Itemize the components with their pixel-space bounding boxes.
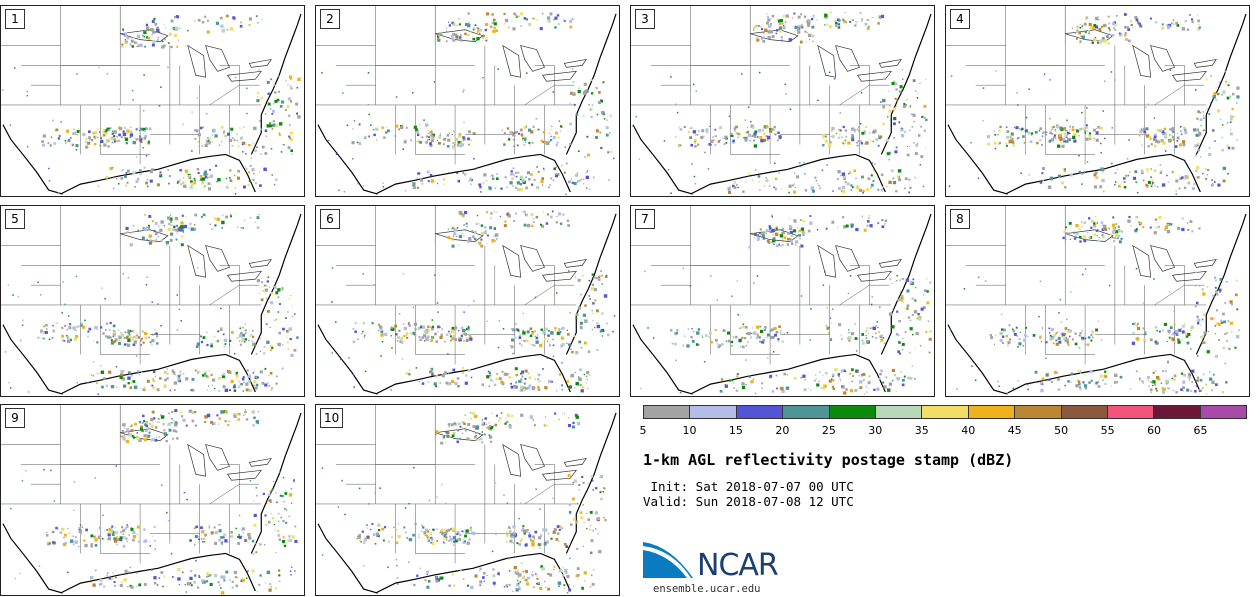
stamp-member-number: 8 bbox=[950, 209, 970, 229]
colorbar-tick-label: 15 bbox=[728, 424, 743, 437]
reflectivity-map bbox=[946, 206, 1247, 395]
colorbar-tick-label: 45 bbox=[1007, 424, 1022, 437]
stamp-member-number: 7 bbox=[635, 209, 655, 229]
colorbar-tick-label: 10 bbox=[682, 424, 697, 437]
stamp-member-number: 3 bbox=[635, 9, 655, 29]
reflectivity-colorbar bbox=[643, 405, 1247, 419]
stamp-member-number: 5 bbox=[5, 209, 25, 229]
colorbar-tick-label: 40 bbox=[961, 424, 976, 437]
colorbar-segment bbox=[1200, 406, 1247, 418]
reflectivity-map bbox=[316, 405, 617, 594]
colorbar-tick-label: 5 bbox=[639, 424, 647, 437]
postage-stamp-member-10[interactable]: 10 bbox=[315, 404, 620, 596]
init-time: Init: Sat 2018-07-07 00 UTC bbox=[643, 479, 854, 494]
postage-stamp-member-6[interactable]: 6 bbox=[315, 205, 620, 397]
stamp-member-number: 9 bbox=[5, 408, 25, 428]
site-url[interactable]: ensemble.ucar.edu bbox=[653, 583, 761, 595]
postage-stamp-member-5[interactable]: 5 bbox=[0, 205, 305, 397]
reflectivity-map bbox=[1, 206, 302, 395]
reflectivity-map bbox=[631, 206, 932, 395]
colorbar-tick-label: 65 bbox=[1193, 424, 1208, 437]
ncar-logo-swoosh-icon bbox=[643, 542, 693, 578]
colorbar-segment bbox=[736, 406, 784, 418]
colorbar-tick-label: 55 bbox=[1100, 424, 1115, 437]
stamp-member-number: 10 bbox=[320, 408, 344, 428]
colorbar-segment bbox=[829, 406, 876, 418]
postage-stamp-member-1[interactable]: 1 bbox=[0, 5, 305, 197]
colorbar-segment bbox=[968, 406, 1016, 418]
postage-stamp-member-4[interactable]: 4 bbox=[945, 5, 1250, 197]
colorbar-segment bbox=[1107, 406, 1155, 418]
reflectivity-map bbox=[946, 6, 1247, 195]
reflectivity-map bbox=[631, 6, 932, 195]
postage-stamp-member-3[interactable]: 3 bbox=[630, 5, 935, 197]
colorbar-segment bbox=[875, 406, 923, 418]
colorbar-tick-label: 30 bbox=[868, 424, 883, 437]
colorbar-segment bbox=[644, 406, 691, 418]
colorbar-segment bbox=[922, 406, 969, 418]
reflectivity-map bbox=[1, 405, 302, 595]
postage-stamp-member-8[interactable]: 8 bbox=[945, 205, 1250, 397]
reflectivity-map bbox=[316, 6, 617, 196]
stamp-member-number: 6 bbox=[320, 209, 340, 229]
stamp-member-number: 1 bbox=[5, 9, 25, 29]
postage-stamp-member-7[interactable]: 7 bbox=[630, 205, 935, 397]
plot-title: 1-km AGL reflectivity postage stamp (dBZ… bbox=[643, 451, 1014, 469]
stamp-member-number: 2 bbox=[320, 9, 340, 29]
reflectivity-map bbox=[1, 6, 302, 195]
colorbar-tick-label: 35 bbox=[914, 424, 929, 437]
colorbar-tick-label: 20 bbox=[775, 424, 790, 437]
stamp-member-number: 4 bbox=[950, 9, 970, 29]
postage-stamp-member-9[interactable]: 9 bbox=[0, 404, 305, 596]
colorbar-tick-label: 60 bbox=[1147, 424, 1162, 437]
colorbar-tick-label: 25 bbox=[821, 424, 836, 437]
colorbar-segment bbox=[783, 406, 830, 418]
colorbar-segment bbox=[1061, 406, 1108, 418]
colorbar-tick-label: 50 bbox=[1054, 424, 1069, 437]
valid-time: Valid: Sun 2018-07-08 12 UTC bbox=[643, 494, 854, 509]
colorbar-segment bbox=[1015, 406, 1062, 418]
postage-stamp-member-2[interactable]: 2 bbox=[315, 5, 620, 197]
ncar-logo-text: NCAR bbox=[697, 548, 779, 583]
colorbar-segment bbox=[690, 406, 737, 418]
reflectivity-map bbox=[316, 206, 617, 395]
colorbar-segment bbox=[1154, 406, 1201, 418]
